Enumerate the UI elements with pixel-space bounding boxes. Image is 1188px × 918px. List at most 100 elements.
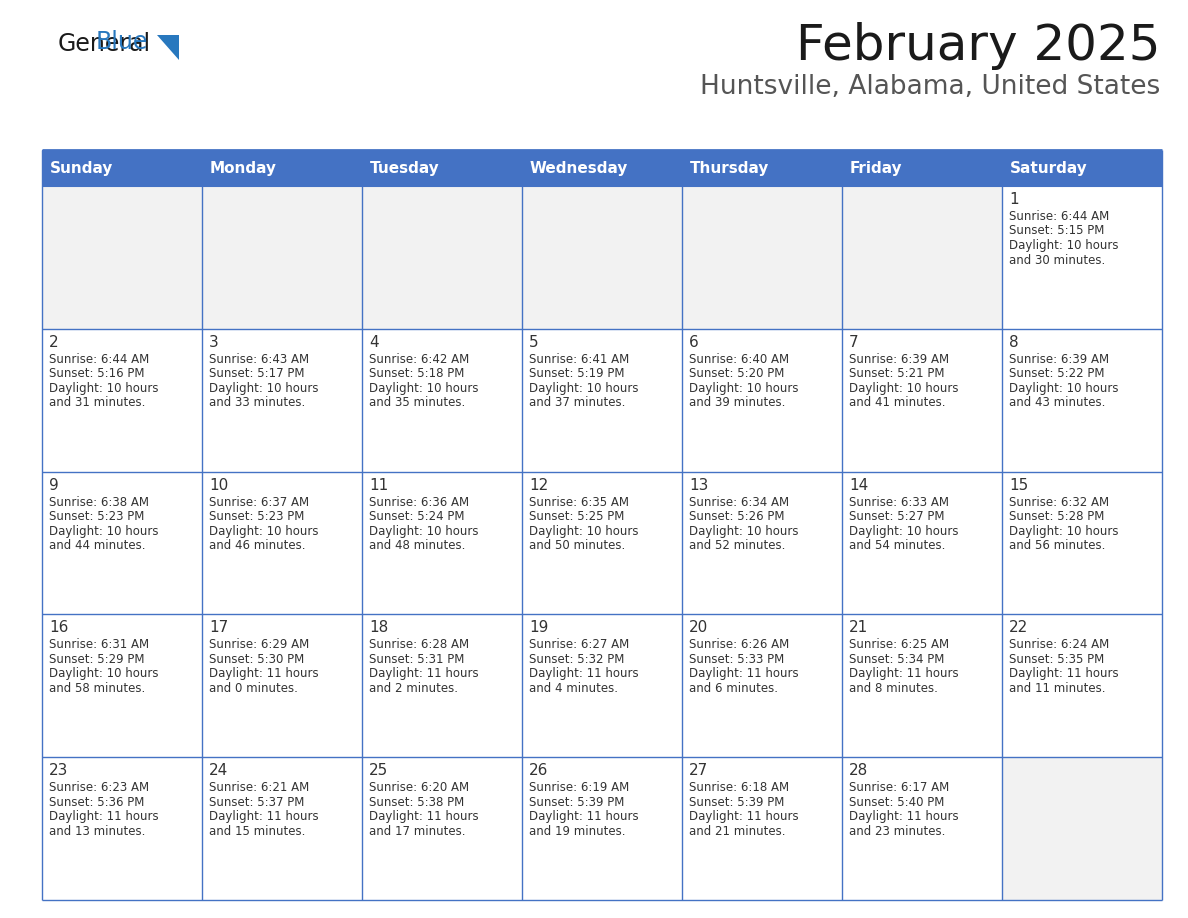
Text: Daylight: 10 hours: Daylight: 10 hours <box>369 524 479 538</box>
Text: 13: 13 <box>689 477 708 493</box>
Text: and 21 minutes.: and 21 minutes. <box>689 824 785 838</box>
Text: Sunrise: 6:35 AM: Sunrise: 6:35 AM <box>529 496 628 509</box>
Text: General: General <box>58 32 151 56</box>
Text: Thursday: Thursday <box>690 161 770 175</box>
Text: Sunrise: 6:19 AM: Sunrise: 6:19 AM <box>529 781 630 794</box>
Bar <box>202 757 362 900</box>
Text: Sunset: 5:40 PM: Sunset: 5:40 PM <box>849 796 944 809</box>
Text: and 39 minutes.: and 39 minutes. <box>689 397 785 409</box>
Bar <box>1001 186 1162 329</box>
Bar <box>682 329 842 472</box>
Text: and 58 minutes.: and 58 minutes. <box>49 682 145 695</box>
Text: 6: 6 <box>689 335 699 350</box>
Text: 2: 2 <box>49 335 58 350</box>
Text: Daylight: 10 hours: Daylight: 10 hours <box>1009 382 1118 395</box>
Text: Sunrise: 6:40 AM: Sunrise: 6:40 AM <box>689 353 789 365</box>
Text: and 33 minutes.: and 33 minutes. <box>209 397 305 409</box>
Text: Sunset: 5:28 PM: Sunset: 5:28 PM <box>1009 510 1105 523</box>
Text: 24: 24 <box>209 763 228 778</box>
Text: and 17 minutes.: and 17 minutes. <box>369 824 466 838</box>
Text: 12: 12 <box>529 477 548 493</box>
Bar <box>42 186 1162 329</box>
Text: 4: 4 <box>369 335 379 350</box>
Text: Daylight: 11 hours: Daylight: 11 hours <box>689 667 798 680</box>
Bar <box>522 614 682 757</box>
Text: Daylight: 11 hours: Daylight: 11 hours <box>849 667 959 680</box>
Text: and 54 minutes.: and 54 minutes. <box>849 539 946 552</box>
Text: Sunrise: 6:20 AM: Sunrise: 6:20 AM <box>369 781 469 794</box>
Text: and 41 minutes.: and 41 minutes. <box>849 397 946 409</box>
Text: Daylight: 10 hours: Daylight: 10 hours <box>49 382 158 395</box>
Text: and 35 minutes.: and 35 minutes. <box>369 397 466 409</box>
Text: Sunrise: 6:26 AM: Sunrise: 6:26 AM <box>689 638 789 652</box>
Text: and 0 minutes.: and 0 minutes. <box>209 682 298 695</box>
Text: Sunset: 5:20 PM: Sunset: 5:20 PM <box>689 367 784 380</box>
Text: and 23 minutes.: and 23 minutes. <box>849 824 946 838</box>
Text: Sunset: 5:25 PM: Sunset: 5:25 PM <box>529 510 625 523</box>
Bar <box>202 329 362 472</box>
Text: and 8 minutes.: and 8 minutes. <box>849 682 937 695</box>
Text: and 52 minutes.: and 52 minutes. <box>689 539 785 552</box>
Text: and 4 minutes.: and 4 minutes. <box>529 682 618 695</box>
Text: Sunrise: 6:17 AM: Sunrise: 6:17 AM <box>849 781 949 794</box>
Bar <box>42 150 1162 186</box>
Text: Daylight: 10 hours: Daylight: 10 hours <box>529 382 638 395</box>
Text: Sunset: 5:22 PM: Sunset: 5:22 PM <box>1009 367 1105 380</box>
Text: Daylight: 10 hours: Daylight: 10 hours <box>849 382 959 395</box>
Text: and 11 minutes.: and 11 minutes. <box>1009 682 1106 695</box>
Bar <box>522 472 682 614</box>
Text: Sunrise: 6:34 AM: Sunrise: 6:34 AM <box>689 496 789 509</box>
Text: 21: 21 <box>849 621 868 635</box>
Text: Wednesday: Wednesday <box>530 161 628 175</box>
Text: Sunrise: 6:21 AM: Sunrise: 6:21 AM <box>209 781 309 794</box>
Text: Sunset: 5:29 PM: Sunset: 5:29 PM <box>49 653 145 666</box>
Text: 19: 19 <box>529 621 549 635</box>
Bar <box>1001 614 1162 757</box>
Text: Sunset: 5:37 PM: Sunset: 5:37 PM <box>209 796 304 809</box>
Bar <box>42 329 202 472</box>
Text: and 37 minutes.: and 37 minutes. <box>529 397 625 409</box>
Bar <box>362 614 522 757</box>
Text: Daylight: 10 hours: Daylight: 10 hours <box>529 524 638 538</box>
Text: Sunset: 5:17 PM: Sunset: 5:17 PM <box>209 367 304 380</box>
Text: Daylight: 11 hours: Daylight: 11 hours <box>49 811 159 823</box>
Text: 20: 20 <box>689 621 708 635</box>
Text: and 43 minutes.: and 43 minutes. <box>1009 397 1105 409</box>
Text: Daylight: 11 hours: Daylight: 11 hours <box>689 811 798 823</box>
Text: 11: 11 <box>369 477 388 493</box>
Bar <box>682 757 842 900</box>
Bar <box>362 472 522 614</box>
Text: 9: 9 <box>49 477 58 493</box>
Text: and 48 minutes.: and 48 minutes. <box>369 539 466 552</box>
Text: Daylight: 10 hours: Daylight: 10 hours <box>209 382 318 395</box>
Text: Sunrise: 6:39 AM: Sunrise: 6:39 AM <box>1009 353 1110 365</box>
Text: Daylight: 10 hours: Daylight: 10 hours <box>49 667 158 680</box>
Bar <box>842 614 1001 757</box>
Bar <box>42 614 1162 757</box>
Text: and 44 minutes.: and 44 minutes. <box>49 539 145 552</box>
Text: Sunset: 5:15 PM: Sunset: 5:15 PM <box>1009 225 1105 238</box>
Text: Sunday: Sunday <box>50 161 113 175</box>
Text: 22: 22 <box>1009 621 1029 635</box>
Text: Sunrise: 6:39 AM: Sunrise: 6:39 AM <box>849 353 949 365</box>
Text: Daylight: 10 hours: Daylight: 10 hours <box>209 524 318 538</box>
Text: Daylight: 11 hours: Daylight: 11 hours <box>369 667 479 680</box>
Text: Sunset: 5:27 PM: Sunset: 5:27 PM <box>849 510 944 523</box>
Text: Sunset: 5:23 PM: Sunset: 5:23 PM <box>209 510 304 523</box>
Text: Sunrise: 6:18 AM: Sunrise: 6:18 AM <box>689 781 789 794</box>
Text: 18: 18 <box>369 621 388 635</box>
Text: Sunrise: 6:23 AM: Sunrise: 6:23 AM <box>49 781 150 794</box>
Text: Blue: Blue <box>96 30 148 54</box>
Text: Daylight: 10 hours: Daylight: 10 hours <box>1009 239 1118 252</box>
Text: Saturday: Saturday <box>1010 161 1088 175</box>
Text: 1: 1 <box>1009 192 1018 207</box>
Bar <box>362 329 522 472</box>
Text: Sunrise: 6:42 AM: Sunrise: 6:42 AM <box>369 353 469 365</box>
Text: Sunset: 5:31 PM: Sunset: 5:31 PM <box>369 653 465 666</box>
Text: Daylight: 11 hours: Daylight: 11 hours <box>529 811 639 823</box>
Text: Daylight: 10 hours: Daylight: 10 hours <box>369 382 479 395</box>
Bar <box>42 757 202 900</box>
Text: Sunset: 5:39 PM: Sunset: 5:39 PM <box>689 796 784 809</box>
Text: and 56 minutes.: and 56 minutes. <box>1009 539 1105 552</box>
Text: 27: 27 <box>689 763 708 778</box>
